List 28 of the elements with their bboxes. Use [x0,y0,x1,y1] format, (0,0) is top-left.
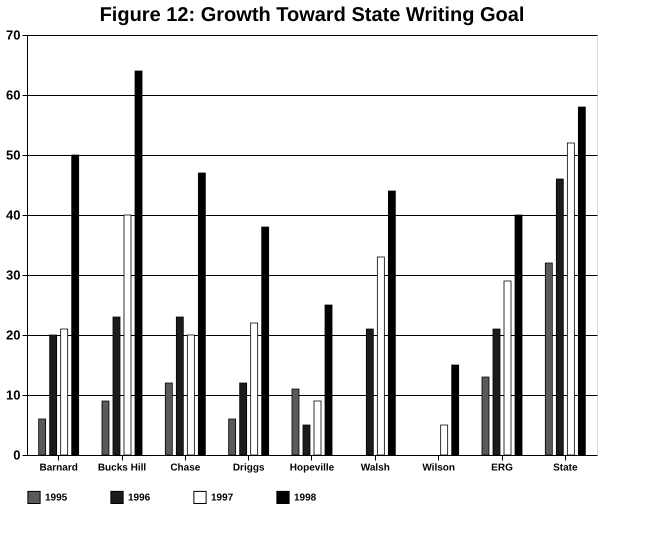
y-tick-label: 50 [6,148,20,162]
y-tick-label: 70 [6,28,20,42]
y-tick-label: 60 [6,88,20,102]
legend-label: 1997 [211,492,234,504]
x-tick-label: Wilson [422,462,456,474]
bar [314,400,322,456]
legend-label: 1998 [294,492,317,504]
y-tick-label: 30 [6,268,20,282]
x-tick-label: ERG [491,462,514,474]
bar [102,400,110,456]
legend-label: 1995 [45,492,68,504]
x-tick-label: Driggs [232,462,265,474]
bar [440,424,448,456]
y-tick-label: 0 [13,448,20,462]
y-tick-label: 20 [6,328,20,342]
chart-title: Figure 12: Growth Toward State Writing Goal [100,4,524,26]
x-tick-label: Walsh [360,462,390,474]
y-tick-label: 10 [6,388,20,402]
bar [302,424,310,456]
bar [38,418,46,456]
x-tick-label: Hopeville [290,462,335,474]
x-tick-label: State [553,462,578,474]
y-tick-label: 40 [6,208,20,222]
x-tick-label: Chase [170,462,201,474]
bar [228,418,236,456]
x-tick-label: Barnard [39,462,78,474]
x-tick-label: Bucks Hill [98,462,146,474]
legend-label: 1996 [128,492,151,504]
